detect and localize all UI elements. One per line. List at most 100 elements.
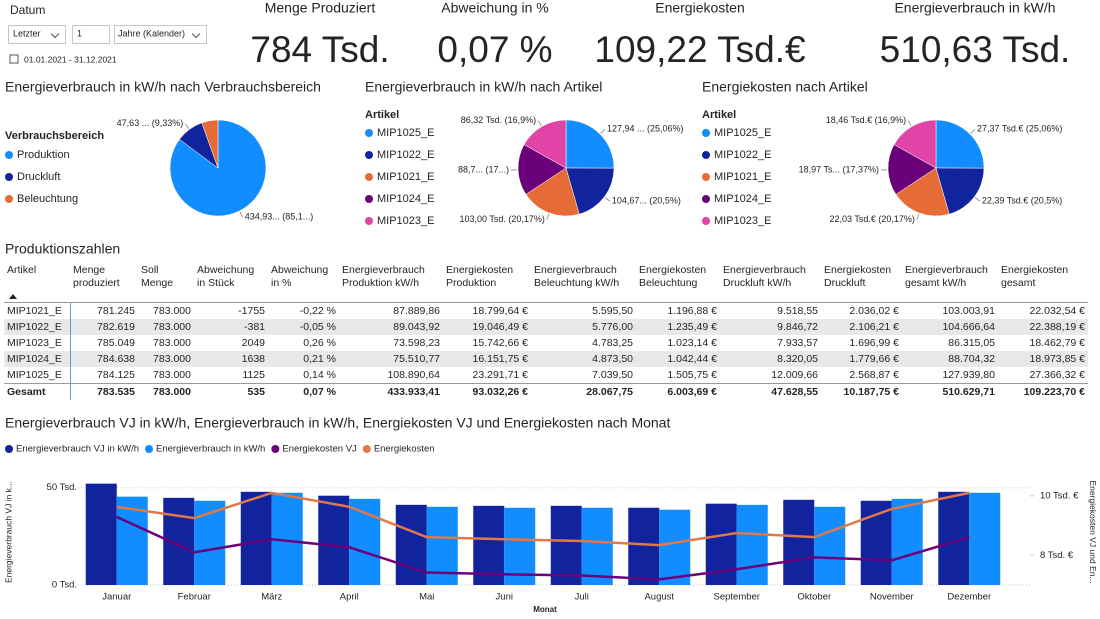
- legend-marker: [145, 445, 154, 453]
- column-header: Energiekosten Druckluft: [821, 262, 902, 303]
- x-tick-label: November: [870, 592, 914, 603]
- bar: [504, 507, 536, 585]
- table-cell: 19.046,49 €: [443, 319, 531, 335]
- x-tick-label: Oktober: [797, 592, 831, 603]
- column-header: Abweichung in %: [268, 262, 339, 303]
- table-row: MIP1025_E 784.125 783.000 1125 0,14 % 108.890…: [4, 367, 1088, 384]
- kpi-value: 510,63 Tsd.: [880, 29, 1071, 70]
- total-cell: 783.000: [138, 383, 194, 400]
- bar: [628, 507, 660, 585]
- table-cell: 784.638: [70, 351, 138, 367]
- leader-line: [537, 120, 542, 127]
- table-cell: 127.939,80: [942, 369, 995, 381]
- legend-marker: [702, 217, 710, 225]
- column-header: Energieverbrauch gesamt kW/h: [902, 262, 998, 303]
- pie-slice: [517, 144, 567, 195]
- pie-slice: [935, 167, 985, 215]
- legend-label: MIP1025_E: [714, 127, 771, 139]
- count-input[interactable]: [72, 25, 110, 44]
- pie-slice: [935, 119, 985, 169]
- table-cell: 104.666,64: [902, 319, 998, 335]
- x-tick-label: Juli: [575, 592, 589, 603]
- data-label: 434,93... (85,1...): [245, 212, 314, 222]
- column-header: Energieverbrauch Beleuchtung kW/h: [531, 262, 636, 303]
- table-cell: 784.125: [97, 369, 135, 381]
- table-cell: 22.388,19 €: [998, 319, 1088, 335]
- table-row: MIP1023_E 785.049 783.000 2049 0,26 % 73.598,…: [4, 335, 1088, 351]
- bar: [891, 498, 923, 585]
- table-cell: 15.742,66 €: [472, 337, 528, 349]
- pie-slice: [201, 119, 219, 169]
- x-tick-label: Dezember: [947, 592, 991, 603]
- x-tick-label: März: [261, 592, 282, 603]
- table-cell: 1.235,49 €: [636, 319, 720, 335]
- table-cell: 2.036,02 €: [849, 305, 899, 317]
- table-cell: -381: [194, 319, 268, 335]
- kpi-value: 0,07 %: [437, 29, 552, 70]
- kpi-value: 109,22 Tsd.€: [594, 29, 806, 70]
- legend-label: MIP1023_E: [377, 215, 434, 227]
- table-cell: 12.009,66: [771, 369, 818, 381]
- data-label: 22,39 Tsd.€ (20,5%): [982, 196, 1062, 206]
- table-cell: 4.873,50: [531, 351, 636, 367]
- legend-marker: [365, 173, 373, 181]
- line-series: [116, 491, 970, 547]
- table-cell: 1.505,75 €: [667, 369, 717, 381]
- legend-label: MIP1025_E: [377, 127, 434, 139]
- pie-slice: [565, 167, 615, 215]
- period-dropdown[interactable]: [8, 25, 66, 44]
- bar: [473, 505, 505, 585]
- table-cell: 783.000: [153, 337, 191, 349]
- table-cell: 783.000: [153, 369, 191, 381]
- table-cell: 27.366,32 €: [1029, 369, 1085, 381]
- total-cell: 535: [194, 383, 268, 400]
- data-label: 27,37 Tsd.€ (25,06%): [977, 124, 1062, 134]
- pie-slice: [525, 167, 580, 217]
- data-label: 47,63 ... (9,33%): [117, 118, 184, 128]
- header-row: Artikel Menge produziert Soll Menge Abweich…: [4, 262, 1088, 303]
- table-cell: 1.023,14 €: [667, 337, 717, 349]
- table-cell: MIP1025_E: [4, 367, 71, 384]
- y2-tick-label: 8 Tsd. €: [1040, 550, 1074, 561]
- column-header: Energiekosten Produktion: [443, 262, 531, 303]
- total-cell: 93.032,26 €: [443, 383, 531, 400]
- chart-title: Energieverbrauch VJ in kW/h, Energieverb…: [5, 415, 670, 431]
- unit-dropdown[interactable]: [114, 25, 207, 44]
- total-cell: 510.629,71: [902, 383, 998, 400]
- bar: [395, 504, 427, 585]
- leader-line: [600, 128, 606, 134]
- table-cell: 783.000: [153, 305, 191, 317]
- y-tick-label: 0 Tsd.: [52, 580, 77, 591]
- table-cell: 88.704,32: [902, 351, 998, 367]
- legend-marker: [365, 151, 373, 159]
- slicer-count: 1: [77, 28, 82, 38]
- pie-slice: [895, 167, 950, 217]
- table-cell: -0,22 %: [299, 305, 336, 317]
- calendar-icon: [9, 54, 19, 64]
- y2-axis-title: Energiekosten VJ und En...: [1088, 480, 1098, 583]
- table-cell: 4.783,25: [592, 337, 633, 349]
- bar: [581, 507, 613, 585]
- legend-marker: [5, 195, 13, 203]
- x-tick-label: September: [714, 592, 760, 603]
- table-cell: 2.568,87 €: [849, 369, 899, 381]
- line-series: [116, 515, 970, 581]
- data-label: 86,32 Tsd. (16,9%): [461, 115, 536, 125]
- legend-label: Energiekosten: [374, 444, 435, 455]
- bar: [814, 506, 846, 585]
- legend-label: Druckluft: [17, 171, 60, 183]
- chart-title: Energieverbrauch in kW/h nach Verbrauchs…: [5, 79, 321, 95]
- y-tick-label: 50 Tsd.: [47, 482, 77, 493]
- table-cell: 2049: [241, 337, 265, 349]
- table-cell: 782.619: [70, 319, 138, 335]
- chart-title: Energieverbrauch in kW/h nach Artikel: [365, 79, 602, 95]
- table-cell: 18.462,79 €: [1029, 337, 1085, 349]
- legend-marker: [365, 195, 373, 203]
- bar: [659, 509, 691, 585]
- legend-marker: [365, 129, 373, 137]
- table-cell: 89.043,92: [339, 319, 443, 335]
- legend-label: MIP1021_E: [714, 171, 771, 183]
- table-cell: 0,14 %: [303, 369, 336, 381]
- legend-marker: [702, 195, 710, 203]
